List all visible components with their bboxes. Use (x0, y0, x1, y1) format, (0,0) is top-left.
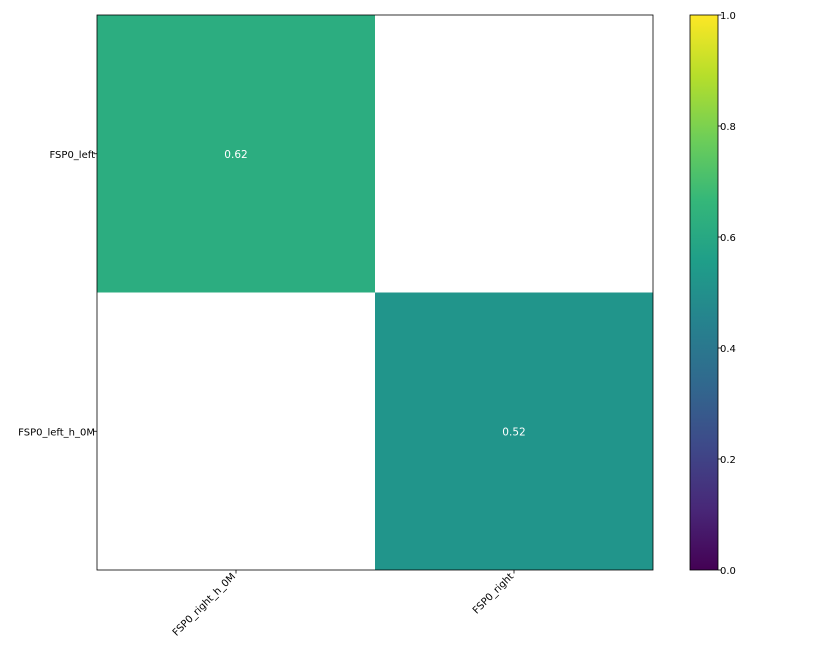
colorbar-tick-label: 0.2 (720, 455, 736, 466)
colorbar-tick-label: 0.0 (720, 566, 736, 577)
cell-value-label: 0.62 (224, 149, 247, 161)
y-tick-label: FSP0_left_h_0M (18, 427, 95, 438)
colorbar-tick-label: 0.8 (720, 122, 736, 133)
heatmap-cell (375, 292, 653, 570)
colorbar-tick-label: 1.0 (720, 11, 736, 22)
y-tick-label: FSP0_left (49, 150, 95, 161)
x-tick-label: FSP0_right_h_0M (171, 571, 238, 638)
plot-frame (96, 14, 654, 571)
colorbar-tick-label: 0.4 (720, 344, 736, 355)
cell-value-label: 0.52 (502, 426, 525, 438)
colorbar (689, 14, 719, 571)
heatmap-cell (97, 15, 375, 293)
x-tick-label: FSP0_right (471, 571, 516, 616)
colorbar-tick-label: 0.6 (720, 233, 736, 244)
